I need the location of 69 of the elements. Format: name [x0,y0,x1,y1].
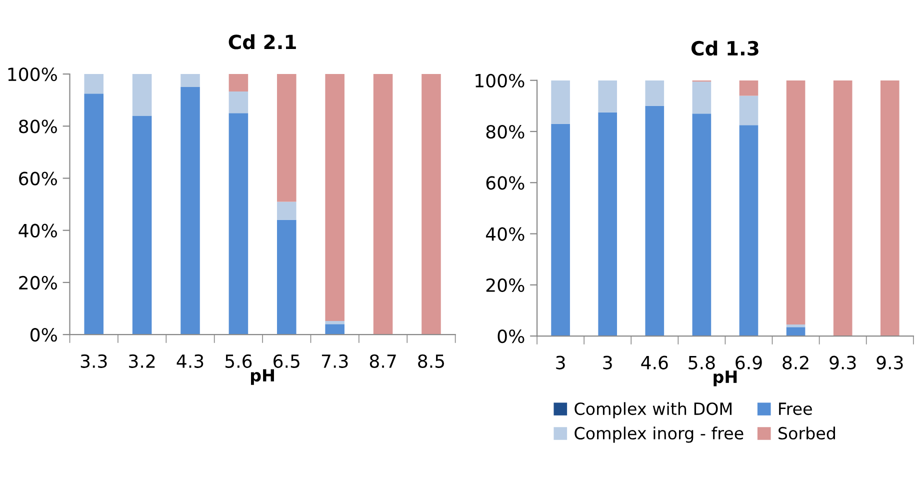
y-tick-label: 0% [498,329,524,344]
x-tick-label: 3.2 [129,354,155,368]
x-tick-label: 3.3 [80,354,107,368]
chart-title: Cd 1.3 [691,40,758,56]
x-tick-label: 9.3 [876,356,903,370]
y-tick-label: 40% [18,224,57,238]
x-tick-label: 4.6 [641,356,668,370]
bar [551,80,570,124]
bar [84,94,104,335]
x-tick-label: 5.8 [688,356,715,370]
bar [180,74,200,88]
bar [598,112,618,336]
y-tick-label: 20% [19,276,57,290]
bar [786,324,806,328]
bar [132,116,152,335]
bar [739,125,758,336]
bar [422,74,441,335]
bar [277,220,296,335]
bar [692,82,712,114]
bar [645,106,664,336]
x-tick-label: 9.3 [830,356,856,370]
bar [645,80,664,106]
x-tick-label: 5.6 [225,354,252,368]
y-tick-label: 80% [486,124,524,139]
bar [277,74,296,202]
bar [880,80,900,336]
bar [786,327,806,336]
x-tick-label: 7.3 [322,354,348,368]
x-tick-label: 3 [556,356,565,370]
bar [551,124,570,336]
x-tick-label: 4.3 [176,354,204,368]
legend-label: Free [779,402,812,416]
bar [84,74,104,94]
x-tick-label: 6.9 [736,356,762,370]
x-tick-label: 8.5 [418,354,444,368]
bar [228,74,248,92]
y-tick-label: 40% [486,227,524,241]
y-tick-label: 60% [486,176,524,190]
bar [277,202,296,220]
legend-label: Complex inorg - free [574,426,744,443]
legend-label: Complex with DOM [574,402,732,418]
x-tick-label: 8.7 [370,354,396,368]
y-tick-label: 100% [476,74,524,88]
chart-title: Cd 2.1 [228,34,296,50]
bar [228,113,248,335]
bar [132,74,152,116]
y-tick-label: 80% [19,120,57,134]
bar [373,74,393,335]
x-tick-label: 3 [603,356,612,370]
bar [833,80,852,336]
bar [739,80,758,96]
legend-label: Sorbed [778,426,835,440]
bar [325,324,344,335]
y-tick-label: 0% [30,328,57,342]
bar [180,87,200,335]
bar [325,321,344,324]
bar [598,80,618,112]
bar [228,91,248,114]
x-axis-title: pH [714,370,737,386]
y-tick-label: 60% [19,172,57,186]
bar [786,80,806,325]
bar [325,74,344,322]
y-tick-label: 20% [486,278,524,292]
x-axis-title: pH [251,369,274,385]
x-tick-label: 8.2 [782,356,808,370]
y-tick-label: 100% [8,67,57,82]
bar [739,96,758,126]
x-tick-label: 6.5 [274,354,300,368]
bar [692,114,712,336]
